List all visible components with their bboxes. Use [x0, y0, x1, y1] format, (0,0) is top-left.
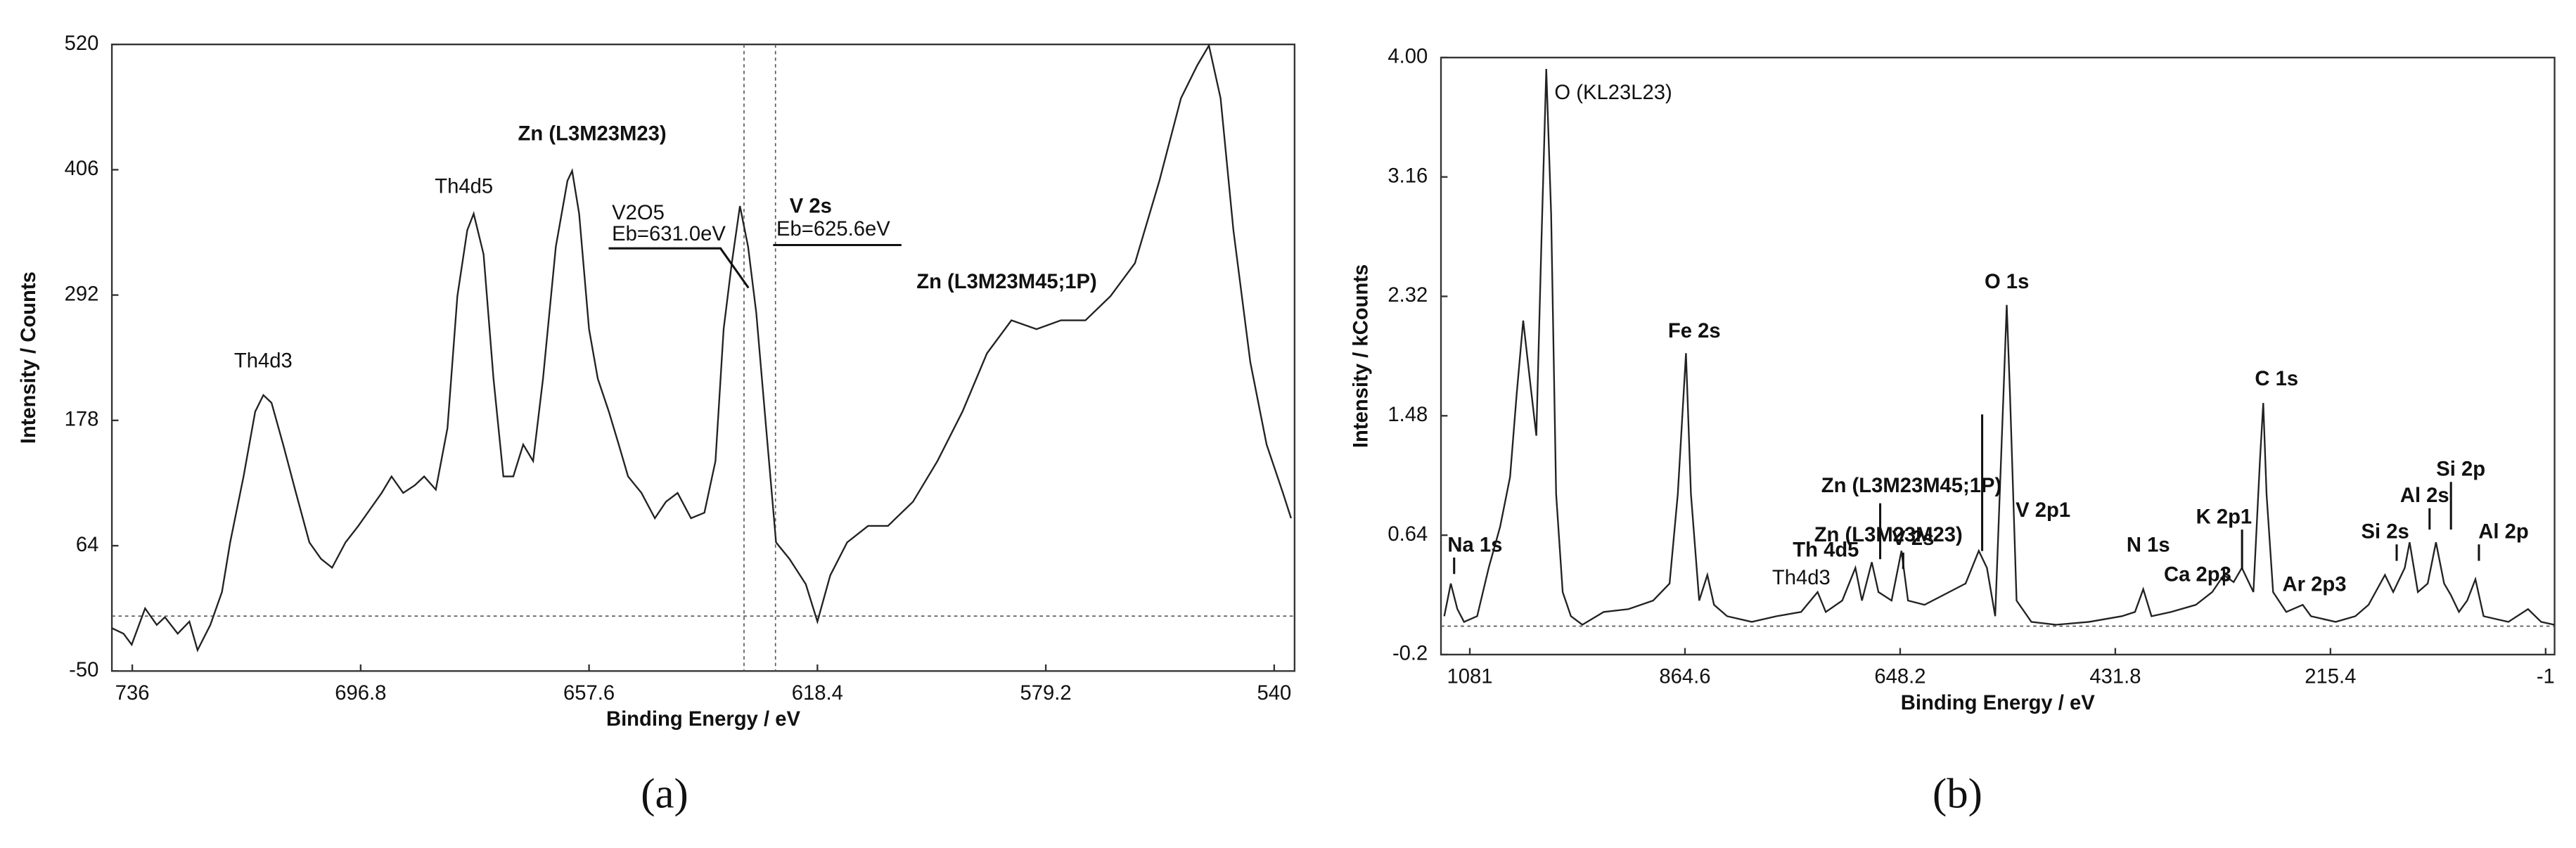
- y-tick-label: 520: [65, 32, 99, 55]
- spectrum-line: [111, 43, 1292, 653]
- plot-frame: [1440, 56, 2556, 656]
- peak-label: Eb=631.0eV: [612, 223, 726, 245]
- peak-label: N 1s: [2127, 534, 2170, 556]
- peak-label: Al 2s: [2400, 484, 2449, 507]
- y-tick-label: 0.64: [1388, 523, 1428, 546]
- x-axis-title: Binding Energy / eV: [1901, 692, 2096, 714]
- y-axis-title: Intensity / Counts: [18, 271, 40, 444]
- plot-frame: [110, 43, 1296, 672]
- y-tick-label: -50: [69, 659, 98, 681]
- peak-label: O 1s: [1985, 271, 2029, 293]
- peak-label: C 1s: [2255, 368, 2298, 390]
- label-leader: [608, 247, 750, 289]
- x-tick-label: 1081: [1447, 665, 1493, 688]
- panel: -50 64 178 292 406 520 736 696.8 657.6 618.4 579.2…: [18, 32, 1296, 817]
- y-tick-label: 3.16: [1388, 165, 1428, 187]
- x-tick-label: 431.8: [2089, 665, 2141, 688]
- peak-label: Si 2p: [2436, 458, 2485, 481]
- peak-label: Zn (L3M23M23): [518, 123, 667, 146]
- peak-label: V 2p1: [2016, 499, 2070, 522]
- y-tick-label: 406: [65, 158, 99, 180]
- peak-label: Ca 2p3: [2164, 563, 2231, 586]
- x-tick-label: 618.4: [792, 682, 843, 705]
- panel: -0.2 0.64 1.48 2.32 3.16 4.00 1081 864.6 648.2 43…: [1350, 46, 2556, 817]
- y-axis-title: Intensity / kCounts: [1350, 264, 1372, 448]
- x-tick-label: 579.2: [1020, 682, 1072, 705]
- panel-label: (b): [1933, 770, 1982, 817]
- y-tick-label: 292: [65, 283, 99, 305]
- spectrum-line: [1443, 68, 2555, 626]
- peak-label: Th4d5: [435, 175, 493, 198]
- x-axis-title: Binding Energy / eV: [606, 708, 801, 731]
- peak-label: Th4d3: [1772, 567, 1831, 589]
- x-tick-label: 648.2: [1874, 665, 1925, 688]
- x-tick-label: 864.6: [1659, 665, 1710, 688]
- peak-label: K 2p1: [2196, 506, 2253, 529]
- x-tick-label: 540: [1257, 682, 1291, 705]
- peak-label: Zn (L3M23M45;1P): [916, 271, 1097, 293]
- y-tick-label: 64: [76, 534, 99, 556]
- peak-label: V 2s: [790, 195, 832, 217]
- x-tick-label: -1: [2537, 665, 2555, 688]
- x-tick-label: 215.4: [2305, 665, 2356, 688]
- peak-label: Si 2s: [2362, 521, 2409, 544]
- peak-label: V 2s: [1892, 527, 1934, 550]
- peak-label: Th 4d5: [1793, 539, 1859, 561]
- panel-label: (a): [641, 770, 688, 817]
- peak-label: Na 1s: [1447, 534, 1502, 556]
- peak-label: Zn (L3M23M45;1P): [1821, 475, 2002, 497]
- peak-label: O (KL23L23): [1554, 82, 1672, 104]
- x-tick-label: 657.6: [563, 682, 615, 705]
- y-tick-label: 178: [65, 409, 99, 431]
- y-tick-label: 1.48: [1388, 404, 1428, 426]
- y-tick-label: -0.2: [1392, 643, 1428, 665]
- peak-label: V2O5: [612, 202, 665, 224]
- peak-label: Al 2p: [2478, 521, 2528, 544]
- x-tick-label: 736: [115, 682, 150, 705]
- y-tick-label: 2.32: [1388, 284, 1428, 307]
- y-tick-label: 4.00: [1388, 46, 1428, 68]
- peak-label: Zn (L3M23M23): [1814, 524, 1963, 546]
- x-tick-label: 696.8: [335, 682, 386, 705]
- peak-label: Fe 2s: [1668, 320, 1721, 342]
- peak-label: Ar 2p3: [2283, 573, 2347, 596]
- peak-label: Th4d3: [234, 349, 293, 372]
- peak-label: Eb=625.6eV: [776, 218, 890, 240]
